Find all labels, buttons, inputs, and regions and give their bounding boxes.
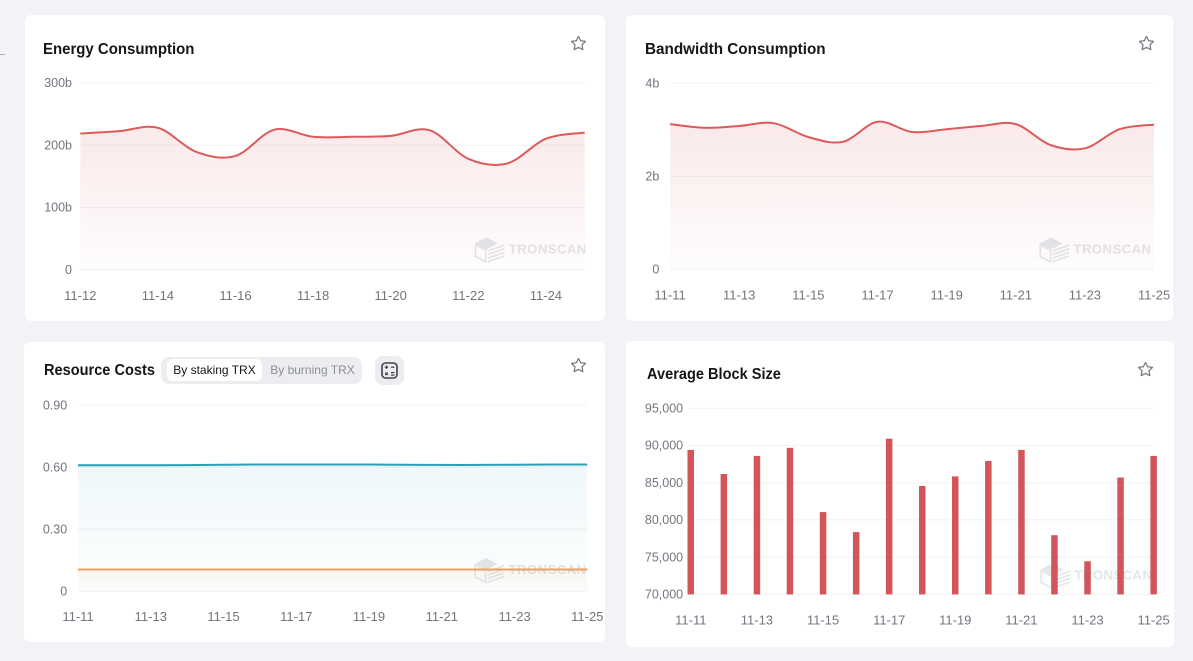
svg-text:4b: 4b [646, 76, 660, 90]
svg-text:11-15: 11-15 [207, 608, 239, 623]
svg-text:11-19: 11-19 [353, 608, 385, 623]
svg-text:11-23: 11-23 [1072, 613, 1104, 628]
svg-text:11-25: 11-25 [1138, 613, 1170, 628]
svg-text:11-22: 11-22 [452, 287, 484, 302]
svg-text:75,000: 75,000 [645, 551, 683, 565]
svg-text:11-21: 11-21 [1006, 613, 1038, 628]
svg-text:11-13: 11-13 [723, 287, 755, 302]
svg-text:90,000: 90,000 [645, 439, 683, 453]
svg-text:11-23: 11-23 [1069, 287, 1101, 302]
svg-text:80,000: 80,000 [645, 514, 683, 528]
svg-text:11-24: 11-24 [530, 287, 562, 302]
svg-text:11-13: 11-13 [135, 608, 167, 623]
svg-text:0.30: 0.30 [43, 522, 67, 536]
svg-text:11-19: 11-19 [931, 287, 963, 302]
svg-text:11-23: 11-23 [498, 608, 530, 623]
svg-text:11-11: 11-11 [62, 608, 93, 623]
svg-text:11-16: 11-16 [219, 287, 251, 302]
svg-text:11-25: 11-25 [1138, 287, 1170, 302]
svg-text:11-25: 11-25 [571, 608, 603, 623]
svg-text:11-18: 11-18 [297, 287, 329, 302]
svg-text:11-19: 11-19 [940, 613, 972, 628]
svg-text:11-15: 11-15 [793, 287, 825, 302]
svg-text:11-15: 11-15 [807, 613, 839, 628]
svg-text:0.60: 0.60 [43, 460, 67, 474]
svg-text:11-11: 11-11 [676, 613, 707, 628]
svg-text:11-13: 11-13 [741, 613, 773, 628]
svg-text:200b: 200b [44, 138, 72, 152]
svg-text:11-12: 11-12 [64, 287, 96, 302]
svg-text:11-21: 11-21 [426, 608, 458, 623]
svg-text:0.90: 0.90 [43, 398, 67, 412]
svg-text:0: 0 [653, 262, 660, 276]
svg-text:TRONSCAN: TRONSCAN [1075, 568, 1153, 583]
svg-text:11-14: 11-14 [142, 287, 174, 302]
svg-text:0: 0 [65, 263, 72, 277]
svg-text:85,000: 85,000 [645, 476, 683, 490]
svg-text:11-20: 11-20 [374, 287, 406, 302]
svg-text:300b: 300b [44, 76, 72, 90]
svg-text:11-17: 11-17 [873, 613, 905, 628]
svg-text:11-11: 11-11 [655, 287, 686, 302]
svg-text:11-21: 11-21 [1000, 287, 1032, 302]
svg-text:0: 0 [60, 584, 67, 598]
svg-text:11-17: 11-17 [862, 287, 894, 302]
svg-text:11-17: 11-17 [280, 608, 312, 623]
svg-text:95,000: 95,000 [645, 402, 683, 416]
svg-text:70,000: 70,000 [645, 588, 683, 602]
svg-text:2b: 2b [646, 169, 660, 183]
svg-text:100b: 100b [44, 200, 72, 214]
